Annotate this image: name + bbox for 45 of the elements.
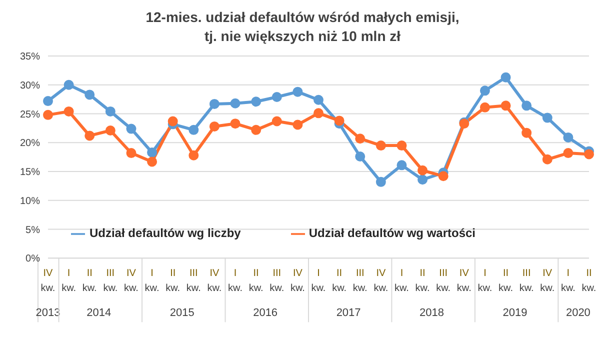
x-tick-label: III kw.: [519, 268, 534, 294]
x-tick-label: II kw.: [332, 268, 347, 294]
chart-title: 12-mies. udział defaultów wśród małych emisji, tj. nie większych niż 10 mln zł: [144, 8, 460, 46]
text: 2014: [86, 307, 112, 320]
x-tick-label: I kw.: [478, 268, 492, 294]
legend-label: Udział defaultów wg wartości: [308, 226, 476, 240]
y-tick-label: 15%: [20, 167, 40, 178]
x-tick-label: IV kw.: [124, 268, 138, 294]
x-tick-label: II kw.: [248, 268, 264, 294]
x-tick-label: I kw.: [560, 268, 576, 294]
text: 2017: [336, 307, 361, 320]
x-tick-label: IV kw.: [207, 268, 222, 294]
x-tick-label: IV kw.: [40, 268, 56, 294]
x-tick-label: II kw.: [166, 268, 180, 294]
x-tick-label: I kw.: [311, 268, 326, 294]
legend-label: Udział defaultów wg liczby: [89, 226, 241, 240]
x-tick-label: III kw.: [352, 268, 368, 294]
x-tick-label: II kw.: [582, 268, 596, 294]
text: 2015: [170, 307, 194, 320]
x-tick-label: I kw.: [144, 268, 160, 294]
x-tick-label: III kw.: [186, 268, 201, 294]
x-tick-label: I kw.: [228, 268, 242, 294]
y-tick-label: 30%: [20, 80, 40, 92]
y-tick-label: 10%: [20, 196, 40, 207]
text: 2019: [502, 307, 528, 320]
x-tick-label: III kw.: [270, 268, 284, 294]
x-tick-label: IV kw.: [290, 268, 305, 294]
text: 2018: [420, 307, 444, 320]
y-tick-label: 35%: [20, 52, 40, 63]
x-tick-label: II kw.: [82, 268, 97, 294]
x-tick-label: IV kw.: [374, 268, 388, 294]
x-tick-label: III kw.: [436, 268, 451, 294]
y-tick-label: 25%: [20, 109, 40, 120]
y-tick-label: 20%: [20, 138, 40, 150]
x-tick-label: IV kw.: [540, 268, 555, 294]
y-tick-label: 0%: [26, 254, 40, 265]
y-tick-label: 5%: [26, 224, 40, 236]
x-tick-label: I kw.: [394, 268, 409, 294]
x-tick-label: II kw.: [415, 268, 430, 294]
x-tick-label: III kw.: [103, 268, 118, 294]
text: 2020: [566, 307, 590, 320]
x-tick-label: IV kw.: [456, 268, 472, 294]
x-tick-label: I kw.: [62, 268, 76, 294]
x-tick-label: II kw.: [498, 268, 513, 294]
text: 2016: [253, 307, 278, 320]
